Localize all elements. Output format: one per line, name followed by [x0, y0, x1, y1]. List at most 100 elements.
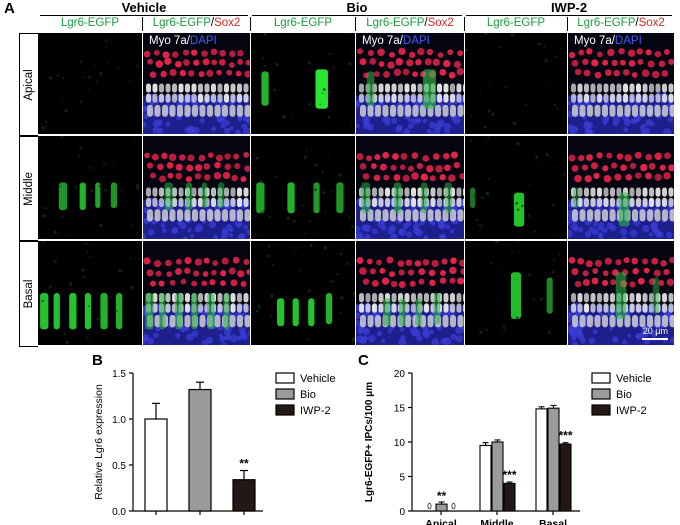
legend-label-vehicle: Vehicle — [616, 373, 651, 385]
row-label-basal: Basal — [19, 241, 38, 347]
y-axis-label: Lgr6-EGFP+ IPCs/100 μm — [364, 382, 375, 502]
legend-label-bio: Bio — [300, 389, 316, 401]
micrograph-merged-iwp2-apical: Myo 7a/DAPI — [568, 33, 674, 134]
y-tick-label: 0.0 — [112, 507, 126, 518]
y-tick-label: 20 — [394, 369, 406, 380]
micrograph-egfp-vehicle-apical — [38, 33, 142, 134]
micrograph-egfp-iwp2-middle — [465, 136, 567, 239]
overlay-label-dapi: DAPI — [402, 35, 430, 47]
bar-bio — [188, 388, 212, 512]
overlay-label-myo7a-dapi: Myo 7a/DAPI — [149, 35, 217, 47]
legend-swatch-vehicle — [275, 372, 295, 384]
overlay-label-dapi: DAPI — [614, 35, 642, 47]
x-tick-label-middle: Middle — [480, 518, 513, 525]
bar-iwp-2-middle — [503, 482, 516, 512]
group-title-vehicle: Vehicle — [121, 0, 167, 15]
bar-bio-middle — [491, 441, 504, 512]
group-title-iwp2: IWP-2 — [550, 0, 588, 15]
col-head-merged-bio: Lgr6-EGFP/Sox2 — [366, 17, 454, 29]
micrograph-egfp-vehicle-basal — [38, 241, 142, 345]
legend-swatch-iwp-2 — [591, 404, 611, 416]
micrograph-egfp-bio-middle — [251, 136, 355, 239]
overlay-label-sep: / — [186, 35, 190, 47]
y-tick-label: 0 — [399, 507, 405, 518]
micrograph-merged-iwp2-basal: 20 μm — [568, 241, 674, 345]
micrograph-egfp-bio-apical — [251, 33, 355, 134]
col-head-egfp-bio: Lgr6-EGFP — [273, 17, 333, 29]
y-tick-label: 0.5 — [112, 461, 126, 472]
overlay-label-myo7a-dapi: Myo 7a/DAPI — [362, 35, 430, 47]
legend-swatch-bio — [275, 388, 295, 400]
y-tick-label: 10 — [394, 438, 406, 449]
y-tick-label: 1.5 — [112, 369, 126, 380]
y-tick-label: 15 — [394, 404, 406, 415]
legend-label-bio: Bio — [616, 389, 632, 401]
group-underline-vehicle — [40, 15, 248, 16]
bar-iwp-2 — [232, 479, 256, 512]
scale-bar-label: 20 μm — [642, 326, 668, 336]
col-sep — [250, 17, 251, 31]
legend-swatch-iwp-2 — [275, 404, 295, 416]
row-label-middle: Middle — [19, 136, 38, 241]
col-head-egfp-vehicle: Lgr6-EGFP — [60, 17, 120, 29]
legend-label-iwp-2: IWP-2 — [616, 405, 647, 417]
panel-letter-a: A — [4, 0, 15, 17]
x-tick-label-basal: Basal — [539, 518, 567, 525]
overlay-label-sep: / — [611, 35, 615, 47]
overlay-label-myo7a: Myo 7a — [574, 35, 612, 47]
col-sep — [567, 17, 568, 31]
zero-label: 0 — [427, 502, 432, 511]
overlay-label-myo7a: Myo 7a — [362, 35, 400, 47]
chart-c: 0 5 10 15 20 Lgr6-EGFP+ IPCs/100 μm 0 0 Apical Mi… — [364, 369, 651, 525]
overlay-label-myo7a-dapi: Myo 7a/DAPI — [574, 35, 642, 47]
significance-label: ** — [437, 489, 447, 503]
y-axis-label: Relative Lgr6 expression — [93, 384, 105, 500]
micrograph-egfp-iwp2-apical — [465, 33, 567, 134]
bar-vehicle-middle — [479, 444, 492, 512]
bar-vehicle — [144, 418, 168, 512]
significance-label: *** — [558, 429, 572, 443]
micrograph-egfp-iwp2-basal — [465, 241, 567, 345]
legend-label-iwp-2: IWP-2 — [300, 405, 331, 417]
chart-b: 0.0 0.5 1.0 1.5 Relative Lgr6 expression ** Ve… — [93, 369, 335, 518]
micrograph-merged-vehicle-middle — [143, 136, 250, 239]
micrograph-merged-vehicle-basal — [143, 241, 250, 345]
group-underline-bio — [252, 15, 462, 16]
group-title-bio: Bio — [346, 0, 368, 15]
micrograph-merged-vehicle-apical: Myo 7a/DAPI — [143, 33, 250, 134]
y-tick-label: 1.0 — [112, 415, 126, 426]
micrograph-egfp-bio-basal — [251, 241, 355, 345]
group-underline-iwp2 — [466, 15, 672, 16]
micrograph-grid: Myo 7a/DAPI Myo 7a/DAPI Myo 7a/DAPI 20 μm — [38, 33, 674, 346]
bar-vehicle-basal — [535, 408, 548, 512]
col-sep — [355, 17, 356, 31]
significance-label: ** — [239, 457, 249, 471]
overlay-label-dapi: DAPI — [189, 35, 217, 47]
overlay-label-myo7a: Myo 7a — [149, 35, 187, 47]
col-sep — [464, 17, 465, 31]
row-label-apical: Apical — [19, 33, 38, 136]
panel-letter-c: C — [358, 352, 369, 369]
significance-label: *** — [502, 468, 516, 482]
bar-bio-basal — [547, 407, 560, 512]
y-tick-label: 5 — [399, 473, 405, 484]
micrograph-merged-bio-middle — [356, 136, 464, 239]
bar-bio-apical — [435, 503, 448, 512]
legend-swatch-bio — [591, 388, 611, 400]
legend-label-vehicle: Vehicle — [300, 373, 335, 385]
bar-iwp-2-basal — [559, 443, 572, 512]
col-head-merged-iwp2: Lgr6-EGFP/Sox2 — [577, 17, 665, 29]
micrograph-merged-bio-apical: Myo 7a/DAPI — [356, 33, 464, 134]
overlay-label-sep: / — [399, 35, 403, 47]
micrograph-egfp-vehicle-middle — [38, 136, 142, 239]
x-tick-label-apical: Apical — [425, 518, 457, 525]
zero-label: 0 — [451, 502, 456, 511]
legend-swatch-vehicle — [591, 372, 611, 384]
micrograph-merged-bio-basal — [356, 241, 464, 345]
micrograph-merged-iwp2-middle — [568, 136, 674, 239]
col-sep — [142, 17, 143, 31]
scale-bar — [642, 338, 668, 340]
panel-letter-b: B — [92, 352, 103, 369]
col-head-egfp-iwp2: Lgr6-EGFP — [486, 17, 546, 29]
col-head-merged-vehicle: Lgr6-EGFP/Sox2 — [152, 17, 241, 29]
